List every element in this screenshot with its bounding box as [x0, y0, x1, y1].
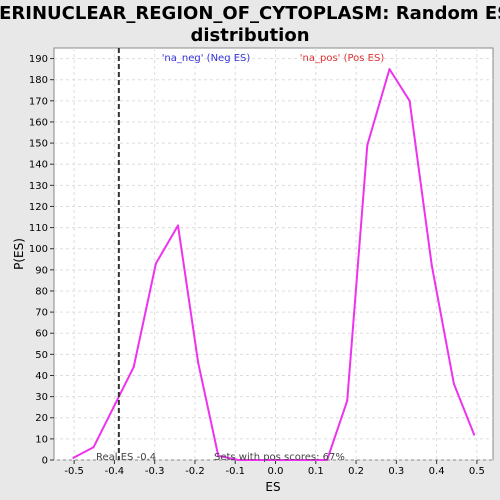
y-tick-label: 150: [29, 139, 48, 150]
data-point: [237, 459, 240, 461]
data-point: [473, 433, 476, 436]
x-tick-label: 0.3: [388, 466, 404, 477]
x-axis: -0.5 -0.4 -0.3 -0.2 -0.1 0.0 0.1 0.2 0.3 0.4 0.5: [64, 460, 485, 477]
neg-es-label: 'na_neg' (Neg ES): [162, 53, 251, 64]
y-tick-label: 140: [29, 160, 48, 171]
x-tick-label: 0.0: [268, 466, 284, 477]
x-axis-label: ES: [265, 480, 280, 494]
data-point: [408, 99, 411, 102]
data-point: [217, 454, 220, 457]
y-tick-label: 170: [29, 96, 48, 107]
plot-area: [53, 47, 494, 461]
data-point: [257, 459, 260, 461]
y-tick-label: 120: [29, 202, 48, 213]
data-point: [277, 459, 280, 461]
x-tick-label: -0.4: [105, 466, 125, 477]
y-tick-label: 20: [35, 413, 48, 424]
data-point: [154, 262, 157, 265]
y-tick-label: 130: [29, 181, 48, 192]
x-tick-label: 0.4: [429, 466, 445, 477]
y-axis-label: P(ES): [12, 238, 26, 270]
y-tick-label: 50: [35, 350, 48, 361]
y-tick-label: 70: [35, 308, 48, 319]
data-point: [177, 224, 180, 227]
x-tick-label: -0.5: [64, 466, 84, 477]
y-tick-label: 40: [35, 371, 48, 382]
data-point: [72, 456, 75, 459]
x-tick-label: -0.2: [185, 466, 205, 477]
x-tick-label: 0.5: [469, 466, 485, 477]
data-point: [297, 459, 300, 461]
x-tick-label: -0.1: [225, 466, 245, 477]
y-tick-label: 110: [29, 223, 48, 234]
y-tick-label: 190: [29, 54, 48, 65]
data-point: [346, 399, 349, 402]
y-tick-label: 90: [35, 265, 48, 276]
x-tick-label: 0.1: [308, 466, 324, 477]
data-point: [197, 361, 200, 364]
y-tick-label: 100: [29, 244, 48, 255]
data-point: [388, 68, 391, 71]
data-point: [430, 264, 433, 267]
data-point: [366, 144, 369, 147]
y-tick-label: 160: [29, 117, 48, 128]
chart-title-line1: PERINUCLEAR_REGION_OF_CYTOPLASM: Random …: [0, 3, 500, 24]
series: [72, 68, 476, 461]
sets-pos-label: Sets with pos scores: 67%: [214, 452, 345, 463]
pos-es-label: 'na_pos' (Pos ES): [300, 53, 385, 64]
chart-title-line2: distribution: [190, 25, 309, 46]
y-tick-label: 0: [42, 456, 48, 467]
data-point: [92, 446, 95, 449]
grid: [54, 48, 493, 461]
x-tick-label: 0.2: [348, 466, 364, 477]
y-tick-label: 180: [29, 75, 48, 86]
y-tick-label: 60: [35, 329, 48, 340]
x-tick-label: -0.3: [145, 466, 165, 477]
y-tick-label: 80: [35, 286, 48, 297]
data-point: [452, 382, 455, 385]
y-tick-label: 30: [35, 392, 48, 403]
real-es-label: Real ES -0.4: [96, 452, 156, 463]
data-point: [326, 459, 329, 461]
y-axis: 0 10 20 30 40 50 60 70 80 90 100 110 120 130 140 150 160…: [29, 54, 54, 467]
data-point: [132, 366, 135, 369]
y-tick-label: 10: [35, 434, 48, 445]
